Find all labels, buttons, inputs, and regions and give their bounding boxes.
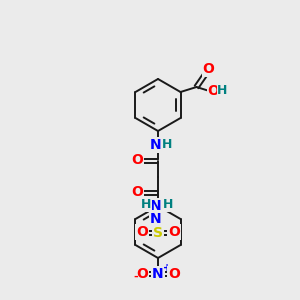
Text: N: N	[150, 212, 162, 226]
Text: O: O	[168, 225, 180, 239]
Text: H: H	[141, 199, 151, 212]
Text: -: -	[133, 272, 138, 282]
Text: O: O	[136, 225, 148, 239]
Text: H: H	[163, 199, 173, 212]
Text: H: H	[217, 83, 228, 97]
Text: N: N	[150, 138, 162, 152]
Text: H: H	[162, 137, 172, 151]
Text: S: S	[153, 226, 163, 240]
Text: O: O	[131, 153, 143, 167]
Text: O: O	[202, 62, 214, 76]
Text: O: O	[168, 267, 180, 281]
Text: N: N	[150, 199, 162, 213]
Text: N: N	[152, 267, 164, 281]
Text: O: O	[208, 84, 220, 98]
Text: +: +	[163, 263, 171, 273]
Text: O: O	[131, 185, 143, 199]
Text: O: O	[136, 267, 148, 281]
